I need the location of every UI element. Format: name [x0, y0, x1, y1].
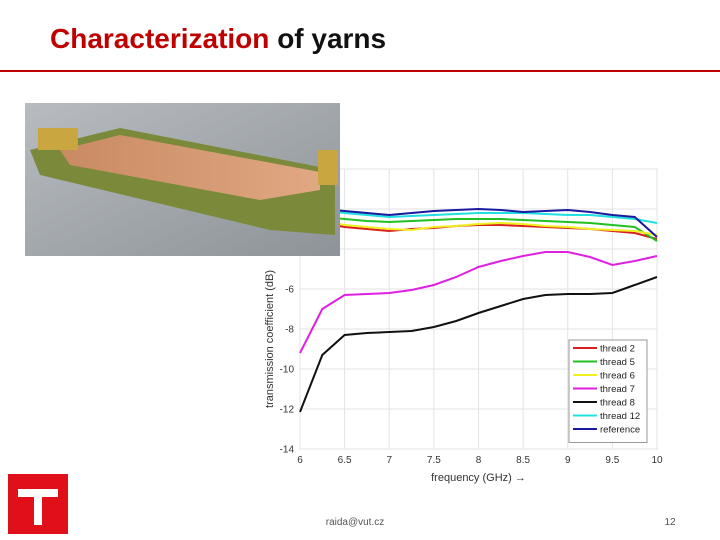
legend-label: reference — [600, 425, 640, 436]
series-line — [299, 251, 658, 354]
y-tick-label: -14 — [280, 445, 295, 456]
connector-left — [38, 128, 78, 150]
x-tick-label: 9 — [565, 455, 571, 466]
legend-label: thread 5 — [600, 357, 635, 368]
footer: raida@vut.cz — [326, 517, 385, 528]
y-tick-label: -12 — [280, 405, 295, 416]
series-line — [299, 214, 658, 242]
title-highlight: Characterization — [50, 23, 269, 54]
logo-mark — [18, 489, 58, 525]
x-tick-label: 9.5 — [605, 455, 619, 466]
x-tick-label: 10 — [651, 455, 663, 466]
x-axis-label: frequency (GHz) → — [431, 472, 526, 484]
legend-label: thread 6 — [600, 371, 635, 382]
x-tick-label: 8 — [476, 455, 482, 466]
page-number: 12 — [664, 517, 676, 528]
x-tick-label: 7 — [386, 455, 392, 466]
photo — [25, 103, 340, 256]
title-rest: of yarns — [277, 23, 386, 54]
legend-label: thread 7 — [600, 384, 635, 395]
legend-label: thread 2 — [600, 344, 635, 355]
copper-trace — [60, 135, 320, 200]
series-line — [299, 208, 658, 224]
series-line — [299, 206, 658, 238]
slide-title: Characterization of yarns — [50, 23, 386, 54]
y-tick-label: -10 — [280, 365, 295, 376]
x-tick-label: 8.5 — [516, 455, 530, 466]
y-tick-label: -6 — [285, 285, 294, 296]
legend-label: thread 8 — [600, 398, 635, 409]
x-tick-label: 6.5 — [338, 455, 352, 466]
connector-right — [318, 150, 338, 185]
y-axis-label: transmission coefficient (dB) — [264, 270, 276, 408]
chart: -14-12-10-8-6-4-2066.577.588.599.510freq… — [264, 165, 663, 485]
y-tick-label: -8 — [285, 325, 294, 336]
x-tick-label: 7.5 — [427, 455, 441, 466]
x-tick-label: 6 — [297, 455, 303, 466]
series-line — [299, 276, 658, 413]
series-line — [299, 216, 658, 236]
legend-label: thread 12 — [600, 411, 640, 422]
legend-box — [568, 339, 648, 443]
